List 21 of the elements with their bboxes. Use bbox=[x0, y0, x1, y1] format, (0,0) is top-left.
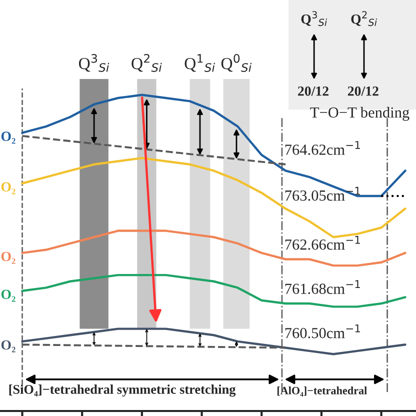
series-label: O₂ bbox=[1, 132, 16, 144]
annotation: 764.62cm$^{−1}$ bbox=[285, 141, 360, 155]
annotation: [AlO₄]−tetrahedral bbox=[277, 386, 367, 396]
annotation: 20/12 bbox=[298, 86, 328, 96]
text: Q$^{3}$$_{Si}$ bbox=[79, 54, 110, 72]
annotation: 763.05cm$^{−1}$ bbox=[285, 186, 360, 201]
text: Q$^{1}$$_{Si}$ bbox=[184, 54, 215, 72]
annotation: 20/12 bbox=[348, 86, 378, 96]
series-label: O₂ bbox=[1, 182, 16, 194]
series-label: O₂ bbox=[1, 340, 16, 352]
annotation: 760.50cm$^{−1}$ bbox=[285, 324, 360, 338]
annotation: 761.68cm$^{−1}$ bbox=[285, 280, 360, 294]
annotation: [SiO₄]−tetrahedral symmetric stretching bbox=[9, 384, 236, 397]
annotation: 762.66cm$^{−1}$ bbox=[285, 236, 360, 250]
series-label: O₂ bbox=[1, 252, 16, 264]
text: Q$^{0}$$_{Si}$ bbox=[221, 54, 252, 72]
series-label: O₂ bbox=[1, 290, 16, 302]
text: Q$^{3}$$_{Si}$ bbox=[301, 11, 328, 26]
text: Q$^{2}$$_{Si}$ bbox=[351, 11, 377, 26]
annotation: T−O−T bending bbox=[310, 106, 410, 121]
text: Q$^{2}$$_{Si}$ bbox=[132, 54, 162, 72]
